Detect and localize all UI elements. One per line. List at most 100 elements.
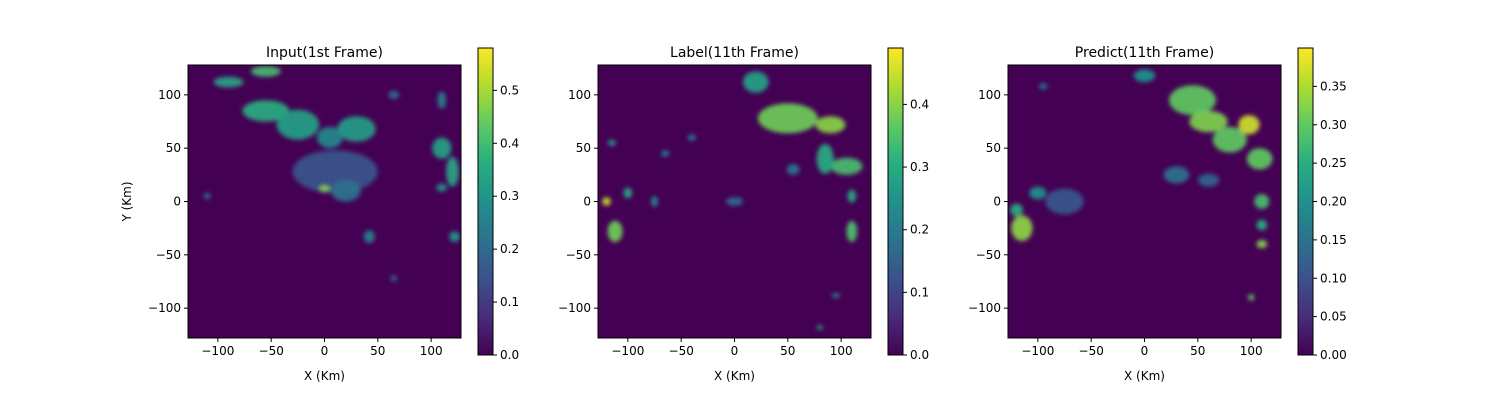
y-tick-label: 100 (158, 88, 181, 102)
echo-blob (213, 76, 244, 88)
echo-blob (816, 143, 834, 174)
colorbar-ticks: 0.00 0.05 0.10 0.15 0.20 0.25 0.30 0.35 (1313, 79, 1347, 362)
colorbar (477, 47, 494, 356)
x-axis: −100 −50 0 50 100 (1021, 338, 1263, 358)
echo-blob (831, 293, 841, 298)
x-axis: −100 −50 0 50 100 (611, 338, 853, 358)
x-tick-label: 0 (1141, 344, 1149, 358)
colorbar-tick-label: 0.35 (1320, 79, 1347, 93)
echo-blob (1212, 126, 1247, 153)
y-tick-label: −100 (558, 301, 591, 315)
echo-blob (757, 103, 818, 134)
colorbar-tick-label: 0.20 (1320, 195, 1347, 209)
heatmap-blobs (203, 66, 460, 282)
y-tick-label: 0 (993, 195, 1001, 209)
echo-blob (816, 325, 824, 330)
y-tick-label: 50 (986, 141, 1001, 155)
x-tick-label: 0 (731, 344, 739, 358)
echo-blob (1038, 83, 1048, 90)
echo-blob (607, 139, 617, 147)
echo-blob (830, 157, 863, 175)
echo-blob (1246, 148, 1273, 170)
colorbar (1297, 47, 1314, 356)
x-tick-label: −50 (669, 344, 694, 358)
x-tick-label: 100 (420, 344, 443, 358)
y-tick-label: 50 (576, 141, 591, 155)
x-tick-label: 50 (1190, 344, 1205, 358)
echo-blob (786, 164, 800, 175)
echo-blob (446, 156, 459, 187)
echo-blob (651, 196, 658, 207)
echo-blob (846, 220, 858, 243)
echo-blob (1169, 85, 1216, 116)
y-axis: 100 50 0 −50 −100 (148, 88, 188, 315)
colorbar-tick-label: 0.1 (910, 285, 929, 299)
panel-input: Input(1st Frame) −100 −50 0 50 100 100 50 0 −50… (120, 45, 519, 383)
x-axis-label: X (Km) (304, 369, 345, 383)
echo-blob (1238, 115, 1260, 135)
echo-blob (1010, 203, 1023, 217)
echo-blob (242, 100, 290, 122)
echo-blob (388, 90, 400, 100)
echo-blob (1011, 215, 1033, 241)
echo-blob (1247, 294, 1255, 301)
panel-title: Predict(11th Frame) (1075, 45, 1214, 61)
y-axis: 100 50 0 −50 −100 (968, 88, 1008, 315)
heatmap-blobs (602, 71, 863, 330)
x-tick-label: −100 (1021, 344, 1054, 358)
echo-blob (330, 180, 361, 202)
colorbar-tick-label: 0.25 (1320, 156, 1347, 170)
colorbar-tick-label: 0.4 (500, 136, 519, 150)
echo-blob (432, 137, 452, 159)
colorbar-tick-label: 0.10 (1320, 271, 1347, 285)
panel-title: Input(1st Frame) (266, 45, 383, 61)
x-tick-label: −100 (201, 344, 234, 358)
colorbar (887, 47, 904, 356)
y-tick-label: 100 (568, 88, 591, 102)
echo-blob (250, 66, 281, 77)
echo-blob (203, 192, 211, 200)
y-tick-label: −50 (156, 248, 181, 262)
echo-blob (687, 134, 697, 141)
colorbar-tick-label: 0.3 (500, 189, 519, 203)
colorbar-tick-label: 0.0 (910, 348, 929, 362)
x-axis: −100 −50 0 50 100 (201, 338, 443, 358)
y-tick-label: −50 (566, 248, 591, 262)
plot-background (188, 65, 461, 338)
echo-blob (437, 91, 447, 109)
echo-blob (743, 71, 769, 93)
echo-blob (292, 150, 378, 193)
colorbar-ticks: 0.0 0.1 0.2 0.3 0.4 (903, 97, 929, 362)
echo-blob (607, 220, 623, 243)
echo-blob (317, 126, 343, 149)
echo-blob (390, 275, 398, 282)
echo-blob (1189, 110, 1228, 133)
echo-blob (847, 189, 857, 203)
colorbar-tick-label: 0.2 (500, 242, 519, 256)
echo-blob (1045, 188, 1084, 215)
colorbar-tick-label: 0.3 (910, 160, 929, 174)
echo-blob (1256, 239, 1268, 249)
y-tick-label: 50 (166, 141, 181, 155)
panel-label: Label(11th Frame) −100 −50 0 50 100 100 50 0 −5… (558, 45, 929, 383)
echo-blob (363, 230, 375, 244)
y-tick-label: −50 (976, 248, 1001, 262)
colorbar-tick-label: 0.1 (500, 295, 519, 309)
echo-blob (660, 150, 670, 157)
y-tick-label: 0 (173, 195, 181, 209)
colorbar-tick-label: 0.15 (1320, 233, 1347, 247)
echo-blob (1163, 166, 1190, 184)
x-axis-label: X (Km) (714, 369, 755, 383)
colorbar-tick-label: 0.2 (910, 223, 929, 237)
x-tick-label: 50 (780, 344, 795, 358)
x-tick-label: 50 (370, 344, 385, 358)
x-tick-label: 100 (830, 344, 853, 358)
echo-blob (319, 185, 330, 192)
echo-blob (1256, 219, 1268, 231)
echo-blob (815, 116, 846, 134)
x-tick-label: 0 (321, 344, 329, 358)
colorbar-tick-label: 0.4 (910, 97, 929, 111)
x-axis-label: X (Km) (1124, 369, 1165, 383)
echo-blob (276, 109, 320, 140)
